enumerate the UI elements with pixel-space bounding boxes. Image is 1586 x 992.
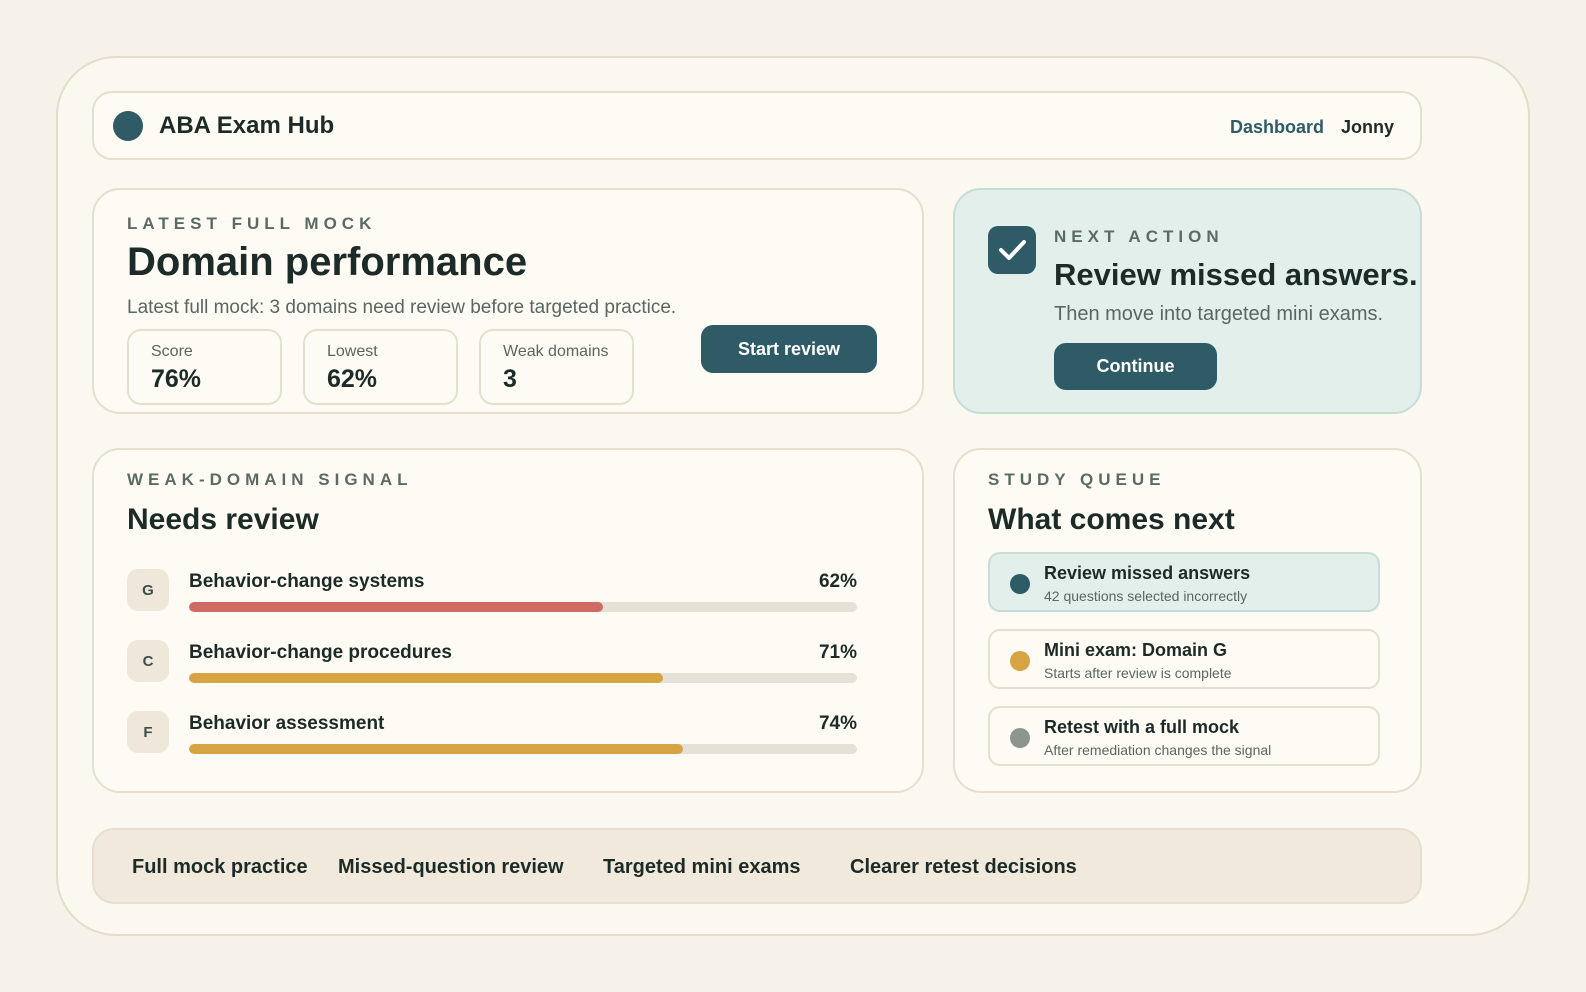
domain-performance-card: LATEST FULL MOCK Domain performance Late…: [92, 188, 924, 414]
continue-button[interactable]: Continue: [1054, 343, 1217, 390]
stat-value: 62%: [327, 365, 378, 393]
domain-name: Behavior-change systems: [189, 571, 425, 592]
study-queue-eyebrow: STUDY QUEUE: [988, 470, 1166, 489]
stat-score: Score 76%: [127, 329, 282, 405]
domain-name: Behavior assessment: [189, 713, 385, 734]
next-action-eyebrow: NEXT ACTION: [1054, 227, 1224, 246]
nav-dashboard-link[interactable]: Dashboard: [1229, 117, 1324, 137]
weak-domain-eyebrow: WEAK-DOMAIN SIGNAL: [127, 470, 413, 489]
stat-label: Score: [151, 343, 193, 360]
domain-badge: G: [127, 569, 169, 611]
queue-item-title: Mini exam: Domain G: [1044, 640, 1228, 660]
status-dot-icon: [1010, 651, 1030, 671]
domain-percent: 71%: [818, 642, 857, 663]
progress-fill: [189, 673, 664, 683]
next-action-card: NEXT ACTION Review missed answers. Then …: [953, 188, 1422, 414]
queue-item-title: Retest with a full mock: [1044, 717, 1240, 737]
stat-label: Weak domains: [503, 343, 609, 360]
study-queue-title: What comes next: [988, 503, 1235, 536]
weak-domain-card: WEAK-DOMAIN SIGNAL Needs review G Behavi…: [92, 448, 924, 793]
stat-label: Lowest: [327, 343, 378, 360]
stat-value: 76%: [151, 365, 202, 393]
status-dot-icon: [1010, 728, 1030, 748]
feature-strip: Full mock practice Missed-question revie…: [92, 828, 1422, 904]
domain-name: Behavior-change procedures: [189, 642, 452, 663]
domain-percent: 74%: [818, 713, 857, 734]
queue-item-subtitle: After remediation changes the signal: [1044, 742, 1272, 758]
performance-eyebrow: LATEST FULL MOCK: [127, 214, 377, 233]
stat-lowest: Lowest 62%: [303, 329, 458, 405]
queue-item-subtitle: 42 questions selected incorrectly: [1044, 588, 1248, 604]
progress-track: [189, 744, 857, 754]
domain-percent: 62%: [818, 571, 857, 592]
domain-row[interactable]: F Behavior assessment 74%: [127, 711, 857, 757]
progress-fill: [189, 602, 604, 612]
progress-track: [189, 673, 857, 683]
next-action-subtitle: Then move into targeted mini exams.: [1054, 303, 1384, 325]
stat-weak-domains: Weak domains 3: [479, 329, 634, 405]
feature-item: Clearer retest decisions: [850, 856, 1077, 878]
top-navbar: ABA Exam Hub Dashboard Jonny: [92, 91, 1422, 160]
progress-fill: [189, 744, 684, 754]
queue-item[interactable]: Review missed answers 42 questions selec…: [988, 552, 1380, 612]
queue-item-subtitle: Starts after review is complete: [1044, 665, 1232, 681]
queue-item-title: Review missed answers: [1044, 563, 1251, 583]
performance-title: Domain performance: [127, 240, 528, 284]
domain-badge: C: [127, 640, 169, 682]
weak-domain-title: Needs review: [127, 503, 319, 536]
user-menu[interactable]: Jonny: [1340, 117, 1394, 137]
logo-dot-icon: [113, 111, 143, 141]
performance-subtitle: Latest full mock: 3 domains need review …: [127, 297, 677, 318]
study-queue-card: STUDY QUEUE What comes next Review misse…: [953, 448, 1422, 793]
feature-item: Full mock practice: [132, 856, 308, 878]
checkmark-icon: [988, 226, 1036, 274]
stat-value: 3: [503, 365, 517, 393]
domain-badge: F: [127, 711, 169, 753]
queue-item[interactable]: Mini exam: Domain G Starts after review …: [988, 629, 1380, 689]
domain-row[interactable]: C Behavior-change procedures 71%: [127, 640, 857, 686]
next-action-title: Review missed answers.: [1054, 257, 1418, 292]
queue-item[interactable]: Retest with a full mock After remediatio…: [988, 706, 1380, 766]
progress-track: [189, 602, 857, 612]
start-review-button[interactable]: Start review: [701, 325, 877, 373]
app-title: ABA Exam Hub: [159, 112, 335, 139]
feature-item: Targeted mini exams: [603, 856, 801, 878]
domain-row[interactable]: G Behavior-change systems 62%: [127, 569, 857, 615]
feature-item: Missed-question review: [338, 856, 564, 878]
status-dot-icon: [1010, 574, 1030, 594]
